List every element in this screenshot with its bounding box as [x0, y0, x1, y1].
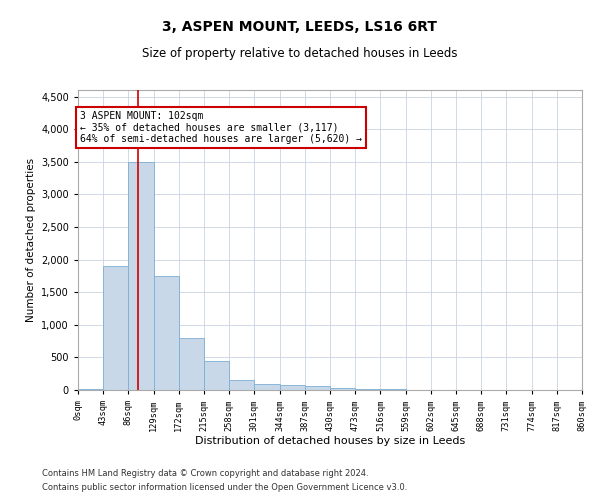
Bar [305, 386, 330, 390]
Text: 3, ASPEN MOUNT, LEEDS, LS16 6RT: 3, ASPEN MOUNT, LEEDS, LS16 6RT [163, 20, 437, 34]
Bar [254, 384, 280, 390]
Bar [229, 380, 254, 390]
Bar [280, 386, 305, 390]
Bar [78, 388, 103, 390]
Bar [330, 388, 355, 390]
Bar [103, 266, 128, 390]
Text: Contains public sector information licensed under the Open Government Licence v3: Contains public sector information licen… [42, 484, 407, 492]
Bar [179, 338, 204, 390]
Bar [355, 389, 380, 390]
X-axis label: Distribution of detached houses by size in Leeds: Distribution of detached houses by size … [195, 436, 465, 446]
Text: Size of property relative to detached houses in Leeds: Size of property relative to detached ho… [142, 48, 458, 60]
Text: 3 ASPEN MOUNT: 102sqm
← 35% of detached houses are smaller (3,117)
64% of semi-d: 3 ASPEN MOUNT: 102sqm ← 35% of detached … [80, 111, 362, 144]
Bar [204, 362, 229, 390]
Bar [154, 276, 179, 390]
Y-axis label: Number of detached properties: Number of detached properties [26, 158, 35, 322]
Bar [128, 162, 154, 390]
Text: Contains HM Land Registry data © Crown copyright and database right 2024.: Contains HM Land Registry data © Crown c… [42, 468, 368, 477]
